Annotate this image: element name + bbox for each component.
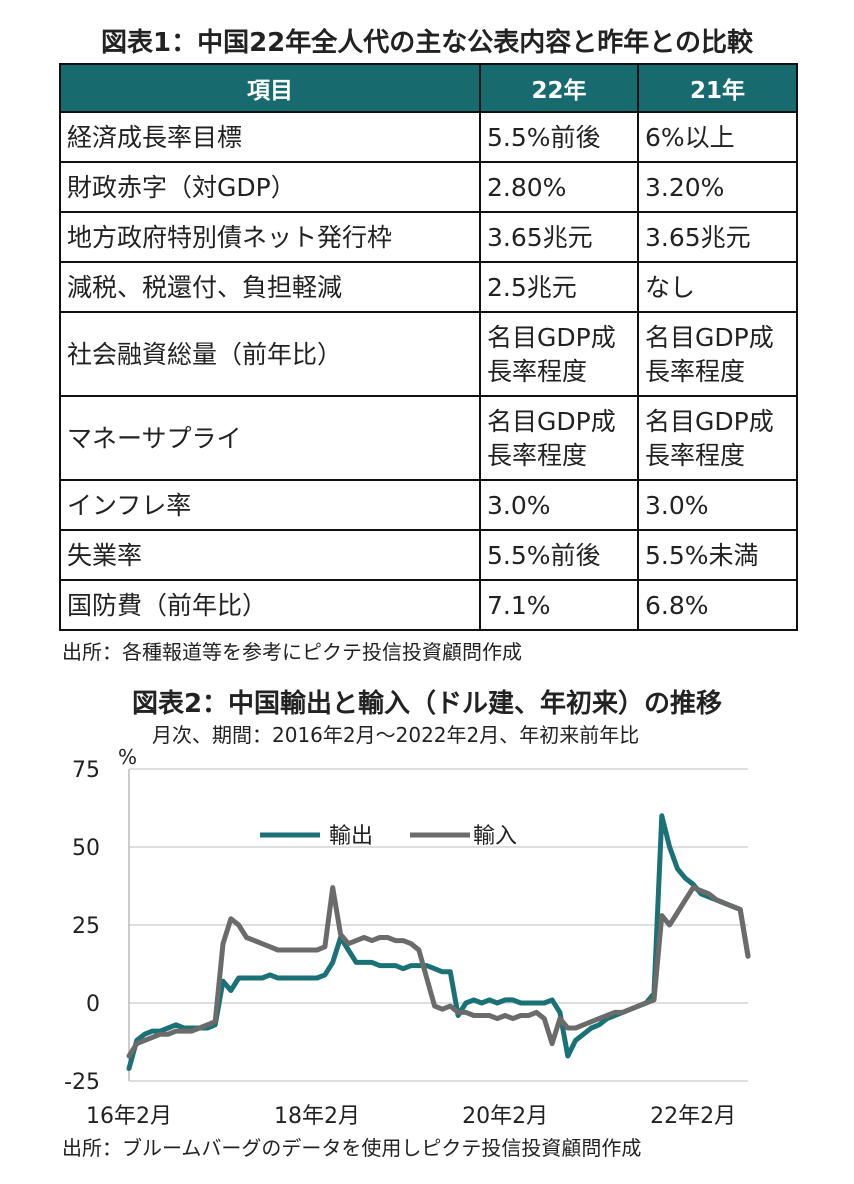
cell-22: 5.5%前後 [479,529,639,581]
cell-22: 7.1% [479,579,639,631]
cell-22: 5.5%前後 [479,111,639,163]
table-row: 国防費（前年比） 7.1% 6.8% [59,579,798,631]
line-chart: 75 50 25 0 -25% 16年2月 18年2月 20年2月 22年2月 輸出 輸入 [64,745,751,1129]
cell-item: 経済成長率目標 [59,111,481,163]
legend-label: 輸出 [329,824,373,849]
table-row: マネーサプライ 名目GDP成長率程度 名目GDP成長率程度 [59,395,798,481]
table-row: 地方政府特別債ネット発行枠 3.65兆元 3.65兆元 [59,211,798,263]
cell-22: 2.80% [479,161,639,213]
cell-21: 3.0% [637,479,798,531]
cell-item: 地方政府特別債ネット発行枠 [59,211,481,263]
x-tick-label: 18年2月 [274,1104,360,1129]
cell-item: マネーサプライ [59,395,481,481]
table-source: 出所：各種報道等を参考にピクテ投信投資顧問作成 [62,640,522,664]
y-tick-label: 50 [72,836,100,861]
chart-title: 図表2：中国輸出と輸入（ドル建、年初来）の推移 [131,689,723,719]
cell-21: 名目GDP成長率程度 [637,395,798,481]
cell-22: 3.0% [479,479,639,531]
table-row: 失業率 5.5%前後 5.5%未満 [59,529,798,581]
cell-item: 国防費（前年比） [59,579,481,631]
table-row: 減税、税還付、負担軽減 2.5兆元 なし [59,261,798,313]
cell-22: 3.65兆元 [479,211,639,263]
header-item: 項目 [59,63,481,113]
cell-22: 名目GDP成長率程度 [479,395,639,481]
cell-item: 財政赤字（対GDP） [59,161,481,213]
y-axis-label: % [118,745,137,769]
y-tick-label: 0 [86,992,100,1017]
cell-22: 2.5兆元 [479,261,639,313]
cell-21: 3.65兆元 [637,211,798,263]
table-row: 社会融資総量（前年比） 名目GDP成長率程度 名目GDP成長率程度 [59,311,798,397]
table-row: 経済成長率目標 5.5%前後 6%以上 [59,111,798,163]
header-21: 21年 [637,63,798,113]
cell-item: 失業率 [59,529,481,581]
cell-21: 3.20% [637,161,798,213]
cell-item: 社会融資総量（前年比） [59,311,481,397]
y-tick-label: 25 [72,914,100,939]
cell-21: なし [637,261,798,313]
table-title: 図表1：中国22年全人代の主な公表内容と昨年との比較 [100,28,753,58]
cell-item: 減税、税還付、負担軽減 [59,261,481,313]
y-tick-label: 75 [72,758,100,783]
cell-21: 6.8% [637,579,798,631]
legend-label: 輸入 [473,824,517,849]
cell-22: 名目GDP成長率程度 [479,311,639,397]
series-line-import [126,885,751,1059]
header-22: 22年 [479,63,639,113]
x-tick-label: 22年2月 [650,1104,736,1129]
table-row: 財政赤字（対GDP） 2.80% 3.20% [59,161,798,213]
x-tick-label: 20年2月 [462,1104,548,1129]
y-tick-label: -25 [64,1070,100,1095]
table-row: インフレ率 3.0% 3.0% [59,479,798,531]
cell-item: インフレ率 [59,479,481,531]
cell-21: 6%以上 [637,111,798,163]
chart-source: 出所：ブルームバーグのデータを使用しピクテ投信投資顧問作成 [62,1136,642,1160]
cell-21: 名目GDP成長率程度 [637,311,798,397]
comparison-table: 項目 22年 21年 経済成長率目標 5.5%前後 6%以上 財政赤字（対GDP… [59,63,798,631]
chart-subtitle: 月次、期間：2016年2月～2022年2月、年初来前年比 [152,723,640,747]
x-tick-label: 16年2月 [86,1104,172,1129]
cell-21: 5.5%未満 [637,529,798,581]
